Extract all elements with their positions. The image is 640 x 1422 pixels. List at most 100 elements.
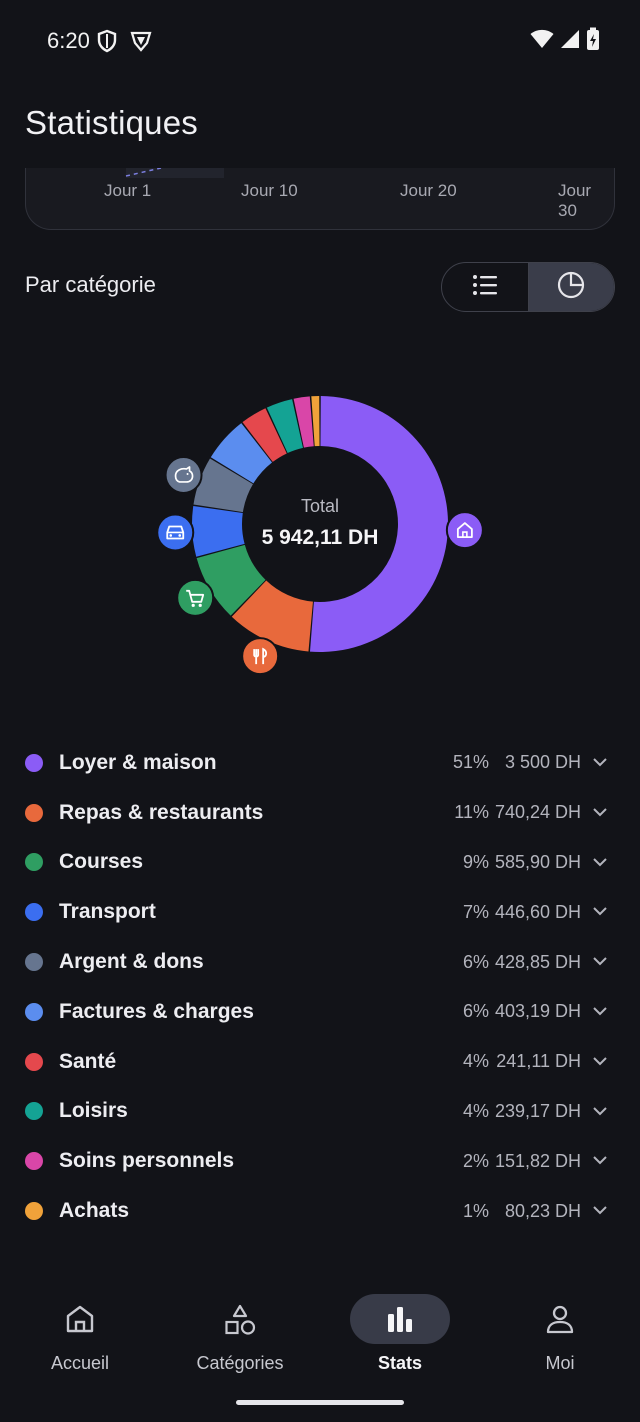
category-color-dot: [25, 853, 43, 872]
x-tick-label: Jour 30: [558, 181, 592, 220]
category-percent: 6%: [462, 1001, 489, 1022]
chevron-down-icon[interactable]: [592, 1003, 608, 1024]
category-row[interactable]: Factures & charges 6% 403,19 DH: [0, 987, 640, 1037]
status-bar: 6:20: [0, 0, 640, 80]
category-row[interactable]: Loisirs 4% 239,17 DH: [0, 1087, 640, 1137]
category-name: Achats: [59, 1199, 130, 1223]
chevron-down-icon[interactable]: [592, 903, 608, 924]
category-name: Factures & charges: [59, 999, 254, 1023]
category-percent: 9%: [462, 851, 489, 872]
donut-slice[interactable]: [311, 396, 320, 447]
category-percent: 51%: [452, 752, 489, 773]
category-color-dot: [25, 1002, 43, 1021]
donut-slice[interactable]: [210, 423, 273, 484]
donut-slice[interactable]: [192, 505, 245, 557]
nav-label: Accueil: [50, 1353, 110, 1373]
category-percent: 4%: [462, 1051, 489, 1072]
page-title: Statistiques: [25, 104, 198, 141]
category-amount: 740,24 DH: [494, 802, 581, 823]
wifi-icon: [530, 29, 554, 54]
nav-item-home[interactable]: Accueil: [0, 1280, 160, 1380]
nav-label: Stats: [377, 1353, 422, 1373]
category-color-dot: [25, 803, 43, 822]
nav-label: Catégories: [196, 1353, 284, 1373]
category-name: Argent & dons: [59, 950, 204, 974]
category-percent: 4%: [462, 1100, 489, 1121]
chevron-down-icon[interactable]: [592, 1202, 608, 1223]
donut-slice[interactable]: [193, 458, 253, 513]
status-indicators: [530, 27, 600, 56]
section-title: Par catégorie: [25, 272, 156, 297]
car-icon: [156, 513, 195, 552]
nav-item-categories[interactable]: Catégories: [160, 1280, 320, 1380]
category-color-dot: [25, 753, 43, 772]
category-row[interactable]: Santé 4% 241,11 DH: [0, 1037, 640, 1087]
cell-signal-icon: [560, 29, 580, 54]
category-percent: 1%: [462, 1200, 489, 1221]
category-color-dot: [25, 1052, 43, 1071]
shapes-icon: [224, 1304, 256, 1341]
category-percent: 7%: [462, 901, 489, 922]
category-list: Loyer & maison 51% 3 500 DH Repas & restaur…: [0, 738, 640, 1236]
status-time: 6:20: [47, 28, 90, 53]
category-amount: 151,82 DH: [494, 1150, 581, 1171]
list-view-button[interactable]: [442, 263, 528, 311]
category-row[interactable]: Transport 7% 446,60 DH: [0, 887, 640, 937]
category-color-dot: [25, 903, 43, 922]
category-name: Transport: [59, 900, 156, 924]
chevron-down-icon[interactable]: [592, 754, 608, 775]
chevron-down-icon[interactable]: [592, 1103, 608, 1124]
chevron-down-icon[interactable]: [592, 1152, 608, 1173]
category-amount: 3 500 DH: [504, 752, 581, 773]
chevron-down-icon[interactable]: [592, 953, 608, 974]
category-amount: 241,11 DH: [496, 1051, 581, 1072]
home-icon: [64, 1304, 96, 1339]
category-row[interactable]: Argent & dons 6% 428,85 DH: [0, 937, 640, 987]
app-bar: [0, 80, 640, 168]
utensils-icon: [241, 637, 280, 676]
chevron-down-icon[interactable]: [592, 1053, 608, 1074]
home-indicator: [236, 1400, 404, 1405]
category-color-dot: [25, 1102, 43, 1121]
donut-slice[interactable]: [242, 408, 287, 462]
category-name: Loisirs: [59, 1099, 128, 1123]
chevron-down-icon[interactable]: [592, 804, 608, 825]
donut-slice[interactable]: [293, 396, 314, 448]
view-toggle: [441, 262, 615, 312]
category-amount: 446,60 DH: [494, 901, 581, 922]
category-donut-chart: Total 5 942,11 DH: [0, 330, 640, 730]
donut-slice[interactable]: [309, 396, 448, 652]
category-name: Santé: [59, 1049, 117, 1073]
category-color-dot: [25, 953, 43, 972]
list-icon: [472, 274, 498, 301]
donut-slice[interactable]: [266, 399, 303, 454]
x-tick-label: Jour 1: [104, 181, 152, 200]
category-percent: 6%: [462, 951, 489, 972]
category-row[interactable]: Achats 1% 80,23 DH: [0, 1186, 640, 1236]
donut-slice[interactable]: [231, 580, 313, 652]
category-row[interactable]: Soins personnels 2% 151,82 DH: [0, 1136, 640, 1186]
category-percent: 11%: [454, 802, 489, 823]
bottom-navigation: Accueil Catégories Stats Moi: [0, 1280, 640, 1422]
category-percent: 2%: [462, 1150, 489, 1171]
pie-view-button[interactable]: [527, 263, 614, 311]
pie-chart-icon: [557, 271, 585, 304]
nav-item-profile[interactable]: Moi: [480, 1280, 640, 1380]
donut-slice[interactable]: [196, 544, 266, 616]
nav-item-stats[interactable]: Stats: [320, 1280, 480, 1380]
nav-label: Moi: [545, 1353, 575, 1373]
category-color-dot: [25, 1152, 43, 1171]
home-icon: [445, 511, 484, 550]
cart-icon: [176, 578, 215, 617]
category-row[interactable]: Repas & restaurants 11% 740,24 DH: [0, 788, 640, 838]
category-row[interactable]: Courses 9% 585,90 DH: [0, 838, 640, 888]
category-row[interactable]: Loyer & maison 51% 3 500 DH: [0, 738, 640, 788]
chevron-down-icon[interactable]: [592, 854, 608, 875]
category-name: Soins personnels: [59, 1149, 235, 1173]
x-tick-label: Jour 10: [241, 181, 298, 200]
daily-spend-line-chart: [125, 166, 224, 178]
category-amount: 585,90 DH: [494, 851, 581, 872]
category-name: Courses: [59, 850, 144, 874]
vpn-shield-icon: [130, 29, 152, 58]
category-color-dot: [25, 1202, 43, 1221]
